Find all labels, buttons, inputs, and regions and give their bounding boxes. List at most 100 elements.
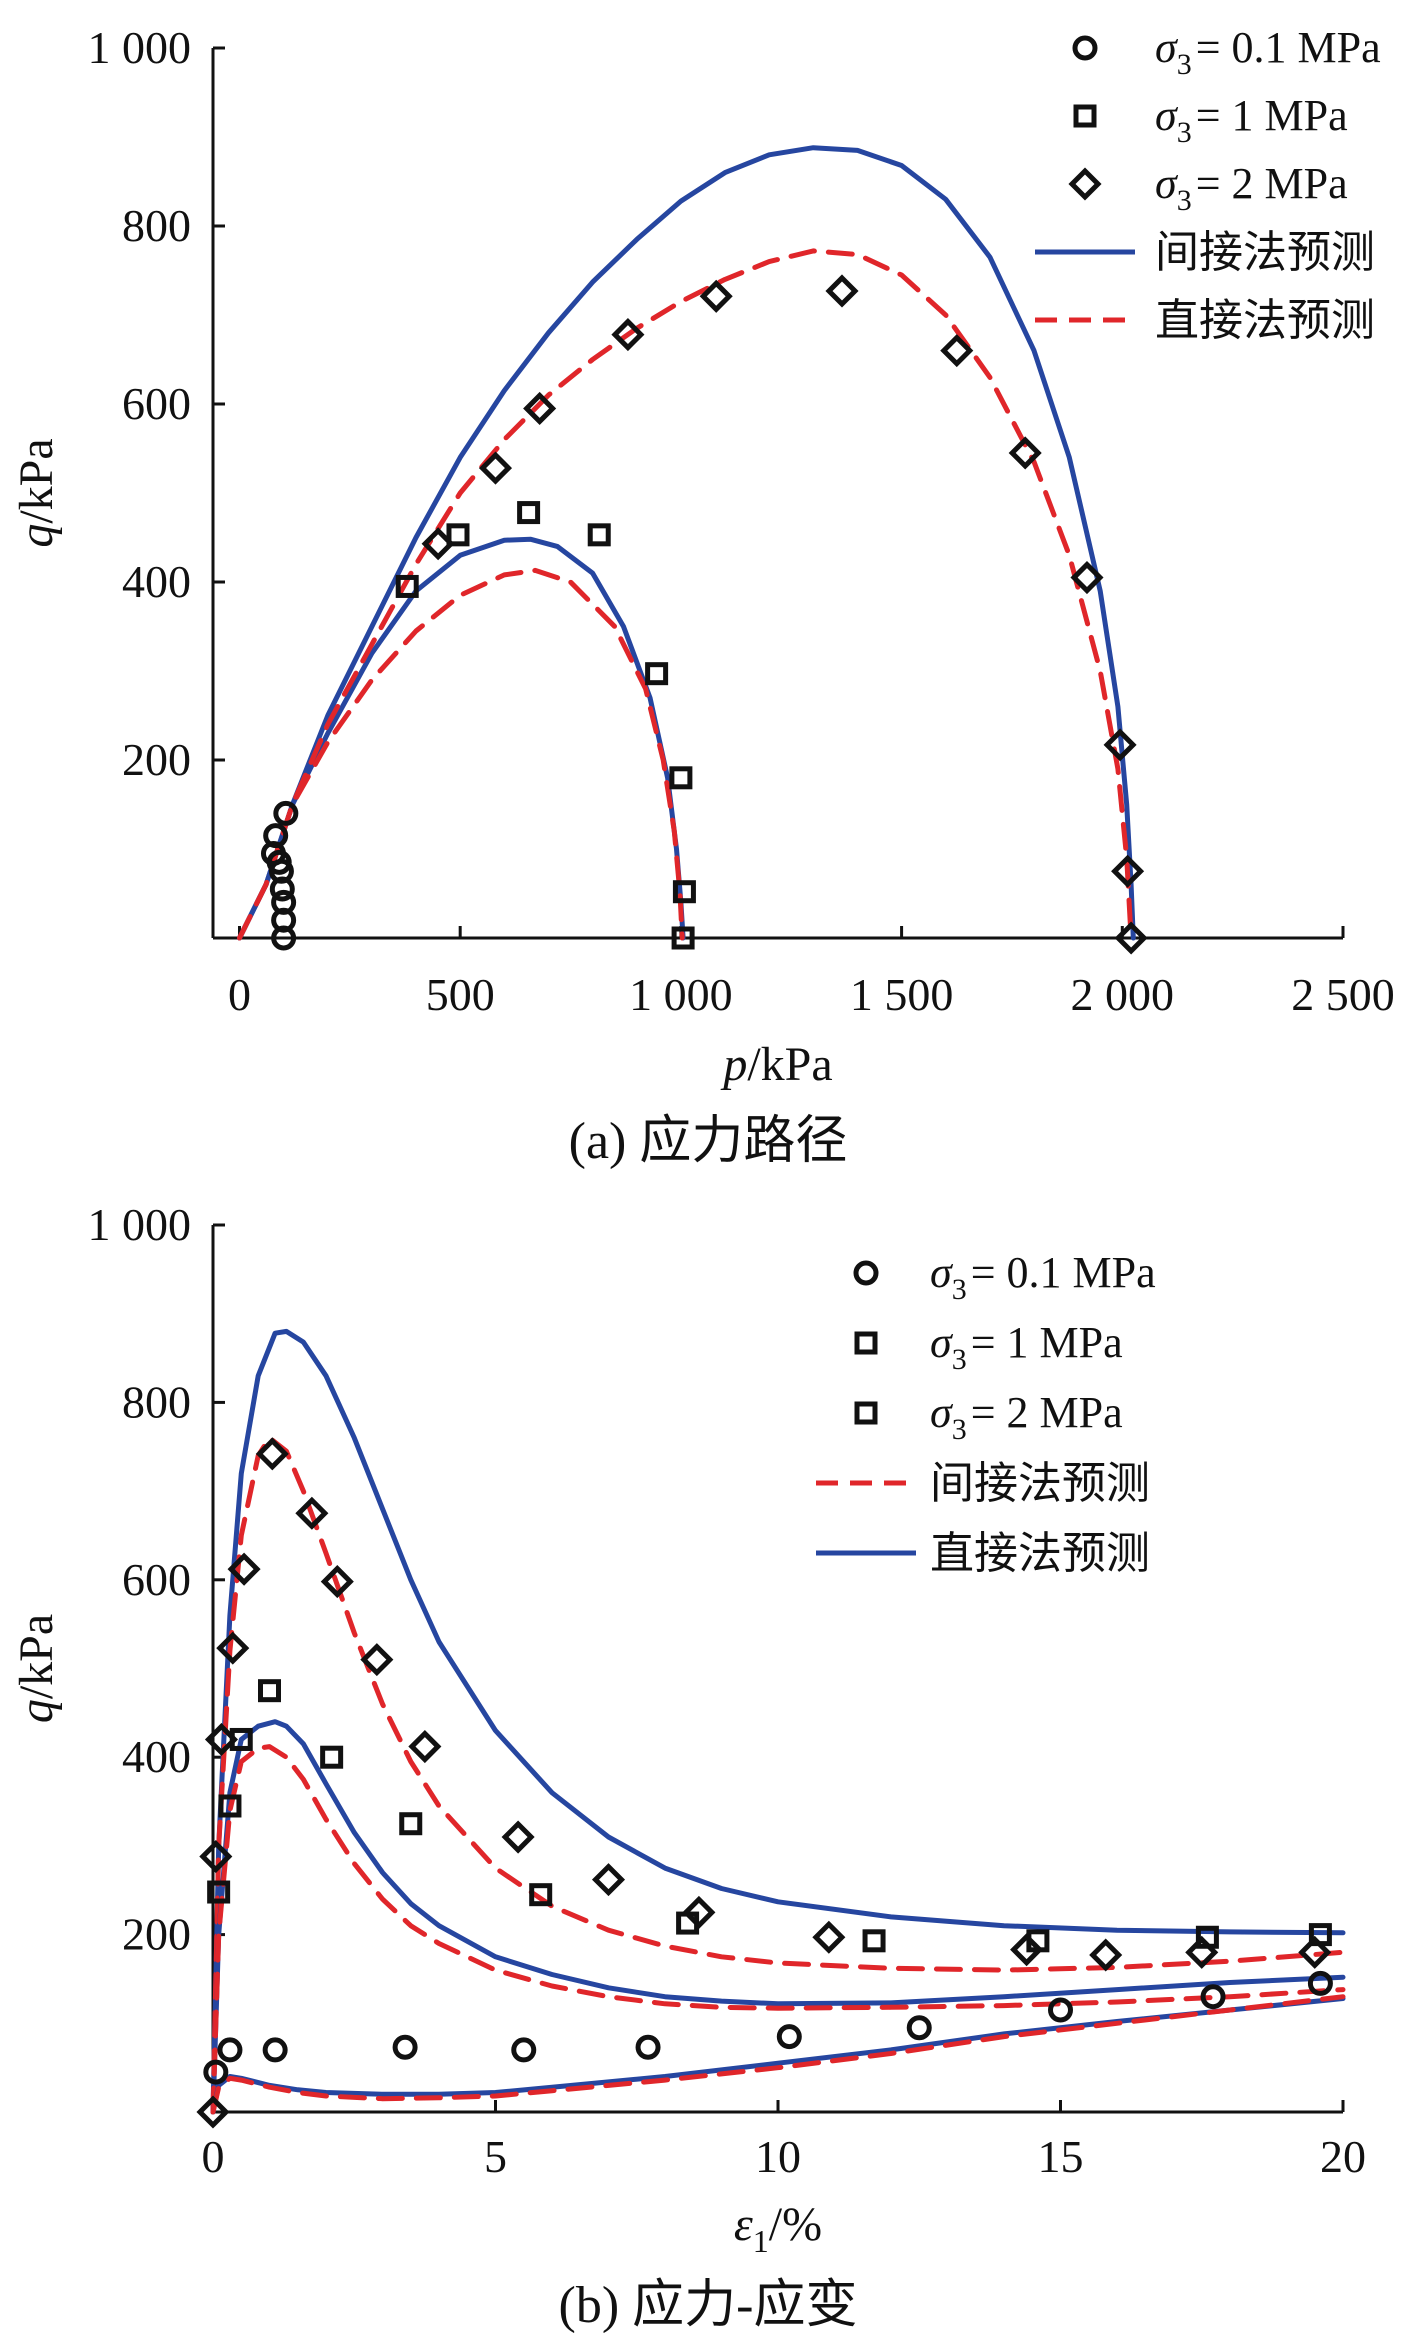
data-point-diamond xyxy=(295,1496,329,1530)
x-tick-label: 2 500 xyxy=(1291,969,1395,1020)
legend-entry-label: σ3= 1 MPa xyxy=(1155,91,1348,149)
x-axis-unit: /% xyxy=(769,2198,822,2251)
x-axis-label: ε1/% xyxy=(734,2198,822,2259)
x-tick-label: 5 xyxy=(484,2131,507,2182)
x-axis-var: p xyxy=(720,1038,747,1091)
data-point-circle xyxy=(271,889,297,915)
y-tick-label: 1 000 xyxy=(88,1199,192,1250)
data-point-circle xyxy=(273,800,299,826)
data-point-diamond xyxy=(360,1643,394,1677)
legend-subscript: 3 xyxy=(1177,48,1192,81)
legend-subscript: 3 xyxy=(952,1273,967,1306)
y-axis-var: q xyxy=(10,524,63,548)
legend-symbol: σ xyxy=(930,1318,954,1367)
legend-symbol: σ xyxy=(1155,159,1179,208)
legend-marker-square xyxy=(1073,104,1097,128)
x-tick-label: 1 500 xyxy=(850,969,954,1020)
data-point-diamond xyxy=(227,1552,261,1586)
y-tick-label: 400 xyxy=(122,556,191,607)
x-tick-label: 1 000 xyxy=(629,969,733,1020)
x-axis-label: p/kPa xyxy=(720,1038,832,1091)
x-axis-unit: /kPa xyxy=(747,1038,832,1091)
legend-marker-circle xyxy=(853,1260,879,1286)
data-point-square xyxy=(587,523,611,547)
data-point-circle xyxy=(1200,1984,1226,2010)
data-point-circle xyxy=(217,2037,243,2063)
data-point-diamond xyxy=(216,1631,250,1665)
legend-text: = 1 MPa xyxy=(971,1318,1123,1367)
data-point-circle xyxy=(1307,1970,1333,1996)
curve-dashed-red xyxy=(210,1435,1346,2115)
curve-solid-blue xyxy=(237,145,1136,941)
legend-text: = 2 MPa xyxy=(1196,159,1348,208)
y-tick-label: 200 xyxy=(122,1909,191,1960)
curve-solid-blue xyxy=(210,1719,1346,2115)
data-point-diamond xyxy=(408,1730,442,1764)
data-point-diamond xyxy=(812,1920,846,1954)
legend-marker-square xyxy=(854,1401,878,1425)
y-axis-label: q/kPa xyxy=(10,438,63,547)
curve-dashed-red xyxy=(210,1994,1346,2115)
data-point-diamond xyxy=(255,1437,289,1471)
data-point-circle xyxy=(1048,1997,1073,2023)
legend-symbol: σ xyxy=(930,1248,954,1297)
legend-text: = 1 MPa xyxy=(1196,91,1348,140)
data-point-square xyxy=(529,1883,553,1907)
y-axis-unit: /kPa xyxy=(10,438,63,523)
data-point-square xyxy=(320,1745,344,1769)
data-point-square xyxy=(207,1880,231,1904)
data-point-square xyxy=(399,1812,423,1836)
legend-entry-label: 间接法预测 xyxy=(1155,228,1375,277)
y-axis-unit: /kPa xyxy=(10,1614,63,1699)
data-point-diamond xyxy=(501,1820,535,1854)
y-tick-label: 1 000 xyxy=(88,22,192,73)
data-point-square xyxy=(669,766,693,790)
data-point-diamond xyxy=(1185,1935,1219,1969)
legend-symbol: σ xyxy=(1155,91,1179,140)
data-point-square xyxy=(517,501,541,525)
y-tick-label: 400 xyxy=(122,1731,191,1782)
x-tick-label: 500 xyxy=(426,969,495,1020)
data-point-circle xyxy=(511,2037,537,2063)
data-point-diamond xyxy=(196,2095,230,2129)
data-point-diamond xyxy=(320,1565,354,1599)
legend-text: = 0.1 MPa xyxy=(971,1248,1156,1297)
data-point-square xyxy=(862,1929,886,1953)
legend-entry-label: 直接法预测 xyxy=(1155,296,1375,345)
data-point-circle xyxy=(203,2059,229,2085)
panel-caption: (b) 应力-应变 xyxy=(559,2277,858,2333)
legend-text: = 0.1 MPa xyxy=(1196,23,1381,72)
data-point-circle xyxy=(392,2034,418,2060)
data-point-square xyxy=(645,662,669,686)
data-point-diamond xyxy=(611,318,645,352)
data-point-circle xyxy=(262,2037,288,2063)
data-point-diamond xyxy=(204,1722,239,1756)
y-tick-label: 600 xyxy=(122,1554,191,1605)
data-point-diamond xyxy=(1298,1935,1332,1969)
curve-dashed-red xyxy=(237,567,685,941)
curve-dashed-red xyxy=(237,248,1134,941)
data-point-circle xyxy=(635,2034,661,2060)
data-point-diamond xyxy=(940,334,974,368)
y-tick-label: 800 xyxy=(122,1376,191,1427)
legend-entry-label: σ3= 2 MPa xyxy=(1155,159,1348,217)
legend-entry-label: 直接法预测 xyxy=(930,1529,1150,1578)
data-point-diamond xyxy=(699,279,733,313)
legend-text: = 2 MPa xyxy=(971,1388,1123,1437)
data-point-diamond xyxy=(421,527,455,561)
x-tick-label: 0 xyxy=(228,969,251,1020)
data-point-circle xyxy=(776,2024,802,2050)
data-point-diamond xyxy=(1089,1938,1123,1972)
data-point-diamond xyxy=(523,391,557,425)
legend-entry-label: σ3= 2 MPa xyxy=(930,1388,1123,1446)
data-point-diamond xyxy=(1070,561,1104,595)
y-tick-label: 200 xyxy=(122,734,191,785)
legend-marker-circle xyxy=(1072,35,1098,61)
panel-b-stress-strain: 0 5 10 15 20 200 400 600 800 1 000 q/kPa ε1/% (b) 应力… xyxy=(10,1199,1366,2333)
y-tick-label: 800 xyxy=(122,200,191,251)
data-point-circle xyxy=(263,823,289,849)
y-tick-label: 600 xyxy=(122,378,191,429)
data-point-diamond xyxy=(478,451,513,485)
data-point-square xyxy=(446,523,470,547)
